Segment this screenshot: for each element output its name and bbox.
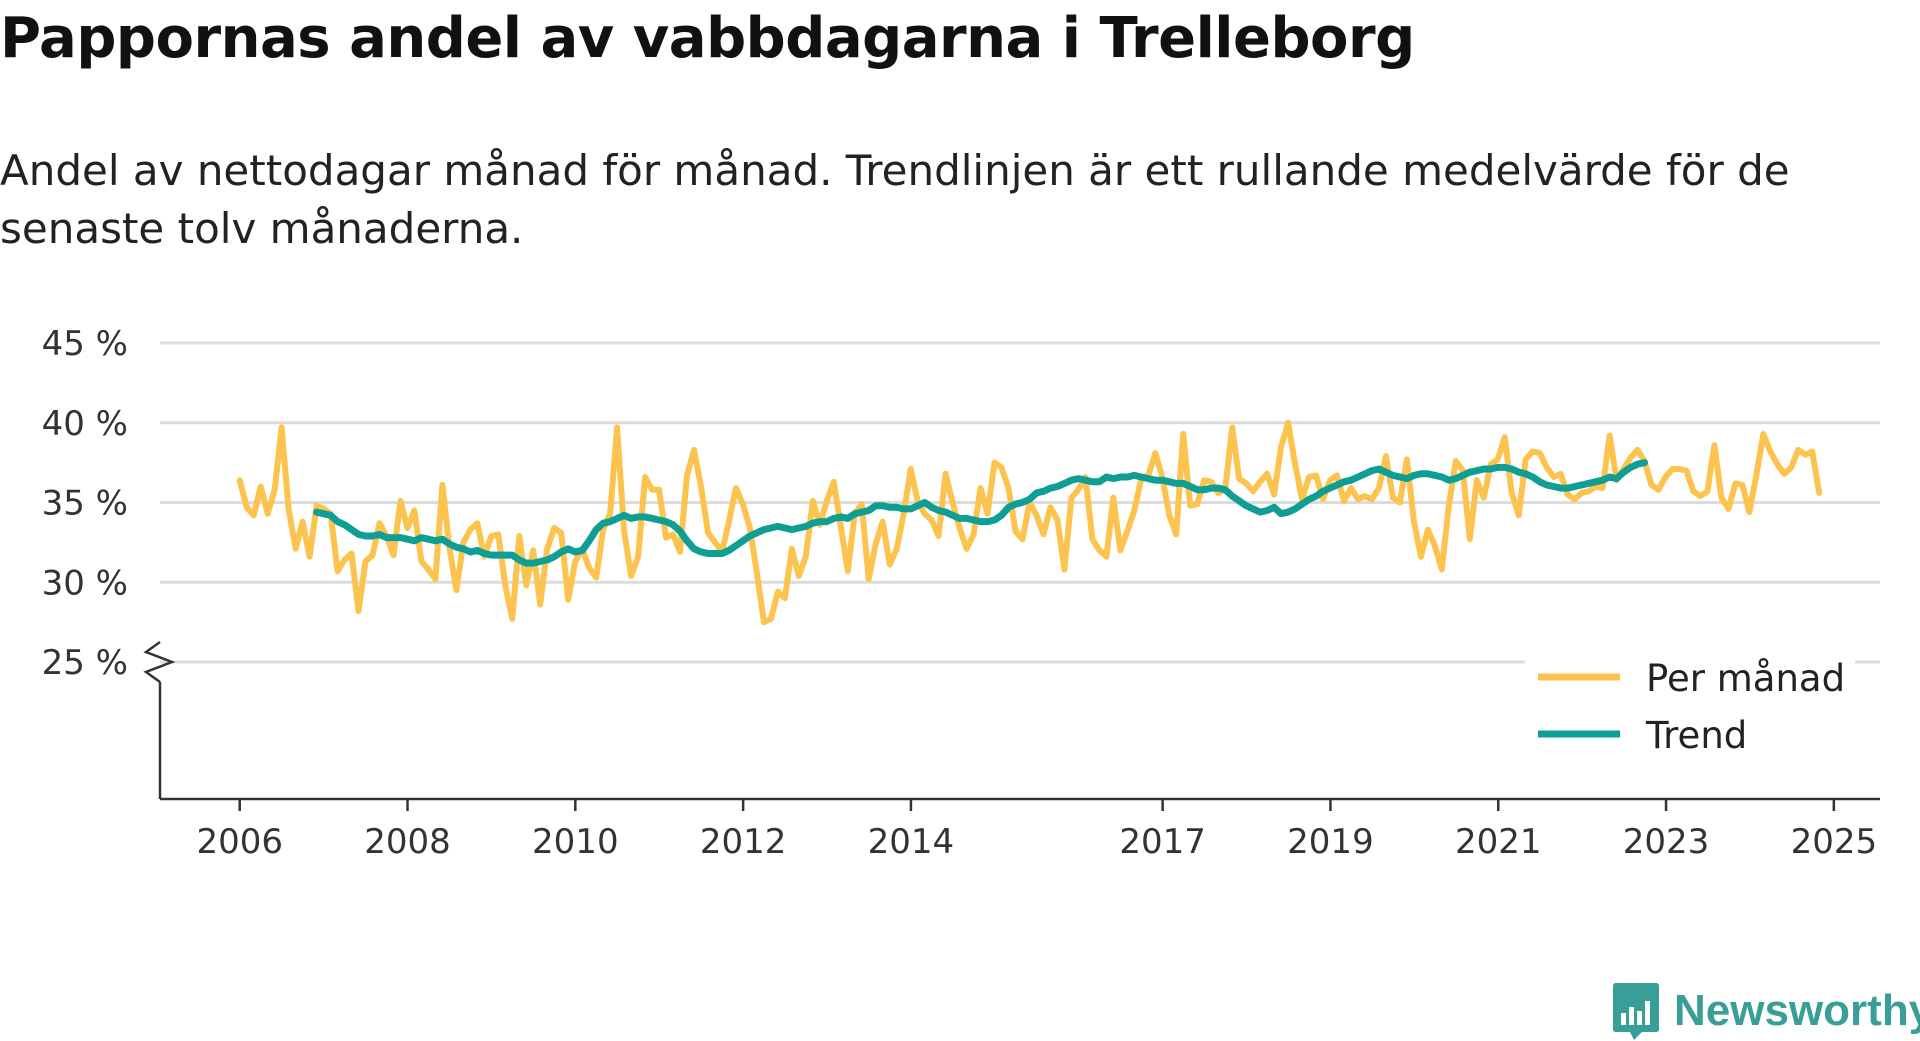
legend-label-per-manad: Per månad [1646,657,1845,700]
x-tick-label: 2021 [1455,822,1542,862]
newsworthy-logo-icon [1613,983,1659,1040]
y-tick-label: 40 % [42,404,128,444]
x-tick-label: 2014 [868,822,955,862]
chart-subtitle: Andel av nettodagar månad för månad. Tre… [0,146,1790,253]
legend-background [1525,642,1855,762]
x-tick-label: 2008 [364,822,451,862]
x-tick-label: 2010 [532,822,619,862]
x-tick-label: 2019 [1287,822,1374,862]
x-tick-label: 2017 [1119,822,1206,862]
y-tick-label: 25 % [42,643,128,683]
series-line-trend [313,459,1648,567]
x-tick-label: 2025 [1791,822,1878,862]
x-tick-label: 2023 [1623,822,1710,862]
y-tick-label: 30 % [42,563,128,603]
line-chart: 25 % 30 % 35 % 40 % 45 % 2006 2008 2010 2012 201… [42,324,1880,862]
y-tick-label: 45 % [42,324,128,364]
newsworthy-logo: Newsworthy [1612,981,1920,1041]
series-line-per-manad [236,419,1823,626]
x-axis: 2006 2008 2010 2012 2014 2017 2019 2021 2023 2025 [160,797,1880,862]
series [236,419,1823,626]
axis-break-icon [143,640,176,684]
y-axis: 25 % 30 % 35 % 40 % 45 % [42,324,176,799]
chart-title: Pappornas andel av vabbdagarna i Trelleb… [0,6,1415,71]
newsworthy-brand-name: Newsworthy [1674,986,1920,1035]
x-tick-label: 2006 [196,822,283,862]
y-tick-label: 35 % [42,484,128,524]
legend: Per månad Trend [1525,642,1855,762]
x-tick-label: 2012 [700,822,787,862]
legend-label-trend: Trend [1645,714,1747,757]
